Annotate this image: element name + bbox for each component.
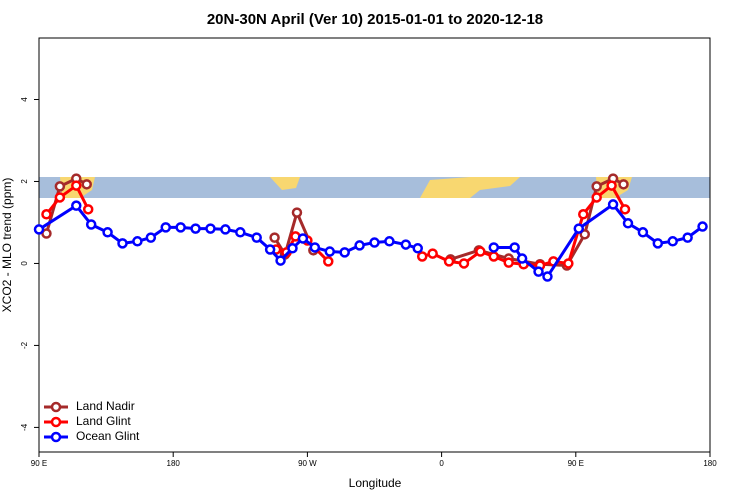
data-point	[416, 251, 428, 262]
x-tick-label: 0	[439, 459, 444, 468]
data-point	[578, 209, 589, 220]
data-point	[85, 219, 97, 230]
data-point	[369, 237, 380, 248]
data-point	[339, 247, 350, 258]
data-point	[682, 232, 693, 243]
data-point	[354, 240, 365, 251]
data-point	[533, 266, 544, 277]
data-point	[652, 238, 664, 249]
data-point	[697, 221, 708, 232]
legend-label: Ocean Glint	[76, 429, 140, 443]
data-point	[579, 229, 590, 240]
data-point	[291, 207, 303, 218]
data-point	[205, 223, 216, 234]
y-axis-label: XCO2 - MLO trend (ppm)	[0, 178, 14, 313]
data-point	[400, 239, 412, 250]
y-tick-label: 2	[20, 179, 29, 184]
data-point	[509, 242, 520, 253]
data-point	[503, 257, 514, 268]
data-point	[427, 248, 438, 259]
data-point	[54, 181, 66, 192]
data-point	[269, 232, 280, 243]
data-point	[667, 236, 678, 247]
data-point	[606, 180, 617, 191]
data-point	[618, 179, 629, 190]
data-point	[324, 246, 336, 257]
data-point	[82, 204, 94, 215]
legend-marker	[50, 431, 62, 443]
y-tick-label: 0	[20, 261, 29, 266]
data-point	[33, 224, 45, 235]
data-point	[81, 179, 92, 190]
data-point	[41, 228, 52, 239]
data-point	[563, 258, 574, 269]
data-point	[71, 200, 82, 211]
x-tick-label: 90 W	[298, 459, 317, 468]
data-point	[542, 271, 553, 282]
data-point	[488, 251, 500, 262]
data-point	[591, 181, 602, 192]
data-point	[297, 233, 309, 244]
data-point	[145, 232, 157, 243]
data-point	[275, 255, 286, 266]
y-tick-label: -2	[20, 341, 29, 349]
legend-label: Land Glint	[76, 414, 131, 428]
data-point	[591, 192, 602, 203]
x-tick-label: 90 E	[568, 459, 584, 468]
data-point	[235, 227, 246, 238]
data-point	[516, 253, 528, 264]
legend-marker	[50, 416, 62, 428]
legend-label: Land Nadir	[76, 399, 135, 413]
x-tick-label: 90 E	[31, 459, 47, 468]
data-point	[384, 236, 395, 247]
data-point	[443, 256, 455, 267]
data-point	[41, 209, 52, 220]
data-point	[412, 243, 423, 254]
data-point	[190, 223, 201, 234]
data-point	[323, 256, 334, 267]
data-point	[488, 242, 500, 253]
data-point	[309, 242, 321, 253]
x-axis-label: Longitude	[349, 476, 402, 490]
data-point	[220, 224, 231, 235]
data-point	[264, 244, 276, 255]
data-point	[160, 222, 171, 233]
data-point	[71, 180, 82, 191]
data-point	[619, 204, 631, 215]
data-point	[622, 218, 634, 229]
data-point	[54, 192, 66, 203]
chart-title: 20N-30N April (Ver 10) 2015-01-01 to 202…	[207, 11, 543, 28]
y-tick-label: 4	[20, 97, 29, 102]
data-point	[251, 232, 262, 243]
data-point	[117, 238, 128, 249]
data-point	[475, 246, 486, 257]
data-point	[287, 243, 298, 254]
data-point	[607, 199, 619, 210]
data-point	[458, 258, 470, 269]
x-tick-label: 180	[703, 459, 717, 468]
data-point	[573, 223, 585, 234]
plot-frame	[38, 37, 711, 453]
data-point	[132, 236, 143, 247]
data-point	[175, 222, 186, 233]
data-point	[102, 227, 113, 238]
data-point	[637, 227, 649, 238]
legend-marker	[50, 401, 62, 413]
x-tick-label: 180	[167, 459, 181, 468]
y-tick-label: -4	[20, 423, 29, 431]
